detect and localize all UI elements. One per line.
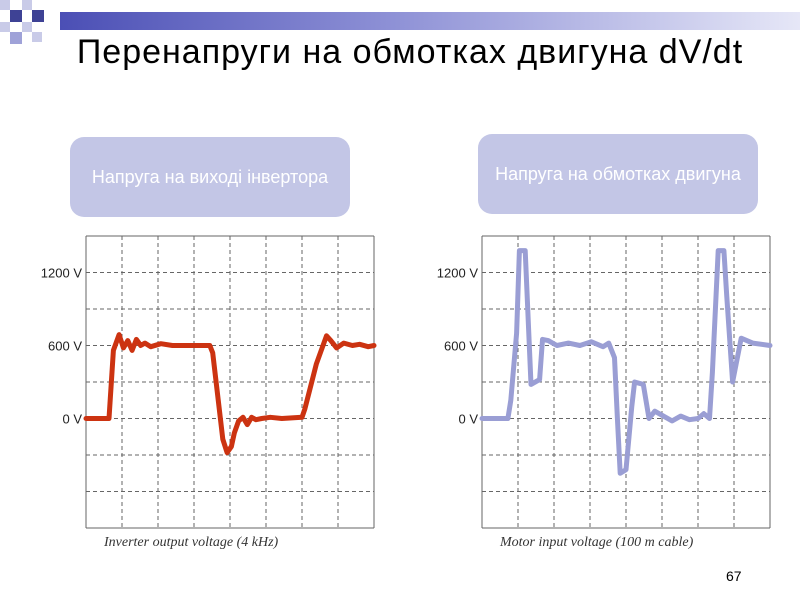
inverter-label-box: Напруга на виході інвертора xyxy=(70,137,350,217)
slide-title: Перенапруги на обмотках двигуна dV/dt xyxy=(76,33,744,71)
chart-caption: Inverter output voltage (4 kHz) xyxy=(103,535,279,550)
y-tick-label: 600 V xyxy=(444,339,478,354)
chart-caption: Motor input voltage (100 m cable) xyxy=(499,535,694,550)
motor-voltage-chart: 1200 V 600 V 0 V Motor input voltage (100 m… xyxy=(437,235,773,550)
inverter-voltage-chart: 1200 V 600 V 0 V Inverter output voltage (4… xyxy=(41,235,377,550)
accent-bar xyxy=(60,12,800,30)
y-tick-label: 0 V xyxy=(458,412,478,427)
page-number: 67 xyxy=(726,568,742,584)
squares-decoration xyxy=(0,0,44,44)
motor-label: Напруга на обмотках двигуна xyxy=(495,164,741,184)
inverter-label: Напруга на виході інвертора xyxy=(91,167,329,187)
y-tick-label: 600 V xyxy=(48,339,82,354)
y-tick-label: 1200 V xyxy=(437,266,479,281)
motor-label-box: Напруга на обмотках двигуна xyxy=(478,134,758,214)
voltage-series-line xyxy=(83,332,377,456)
chart-grid xyxy=(85,235,375,529)
y-tick-label: 0 V xyxy=(62,412,82,427)
y-tick-label: 1200 V xyxy=(41,266,83,281)
voltage-series-line xyxy=(479,248,773,476)
